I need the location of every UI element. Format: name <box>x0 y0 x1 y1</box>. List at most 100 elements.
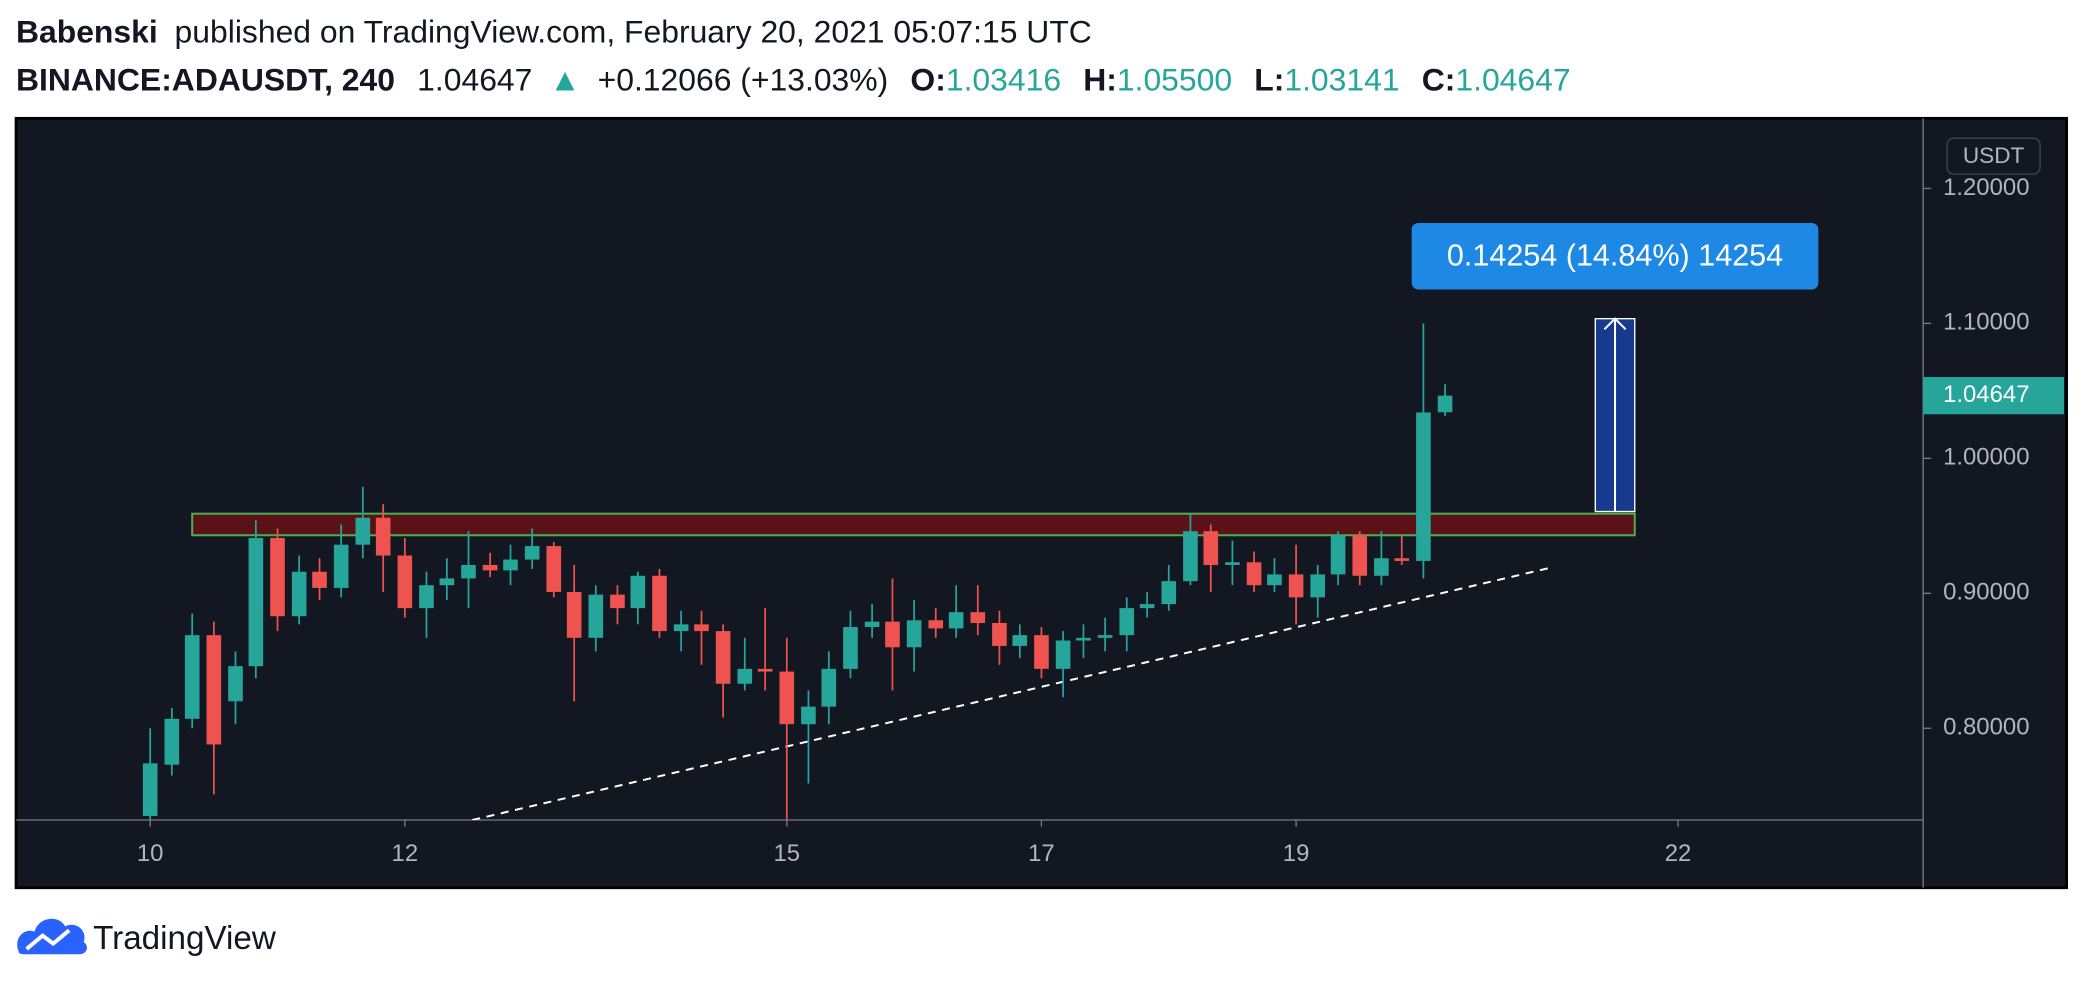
axes: 0.80000 0.90000 1.00000 1.10000 1.20000 10 12 1… <box>137 174 2030 867</box>
candle-body <box>397 555 413 609</box>
last: 1.04647 <box>417 61 532 97</box>
candle-body <box>1330 535 1346 575</box>
candle-body <box>864 621 880 628</box>
candle-body <box>482 564 498 571</box>
ohlc-value: 1.04647 <box>1455 61 1570 97</box>
candle-body <box>1055 640 1071 669</box>
author: Babenski <box>16 14 158 50</box>
published: published on TradingView.com, February 2… <box>175 14 1092 50</box>
candle-body <box>439 578 455 586</box>
ohlc-value: 1.03416 <box>946 61 1061 97</box>
candle-body <box>992 622 1007 646</box>
candle-body <box>801 706 816 725</box>
candle-body <box>1203 531 1219 565</box>
candle-body <box>566 591 582 638</box>
candle-body <box>291 571 307 617</box>
candle-body <box>757 668 773 672</box>
y-tick-label: 1.20000 <box>1943 174 2029 201</box>
candle-body <box>164 718 180 765</box>
candle-body <box>737 668 753 684</box>
candle-body <box>630 575 646 609</box>
candle-body <box>970 612 986 623</box>
currency-box <box>1946 137 2041 175</box>
candle-body <box>1183 531 1198 582</box>
candle-body <box>206 635 222 745</box>
x-tick-label: 12 <box>392 840 419 867</box>
last-price-box <box>1923 377 2065 415</box>
x-tick-label: 19 <box>1283 840 1310 867</box>
candle-body <box>312 571 327 588</box>
measure-arrow <box>1603 317 1627 512</box>
candle-body <box>1310 574 1326 598</box>
ohlc-value: 1.05500 <box>1117 61 1232 97</box>
candle-body <box>524 546 540 560</box>
candle-body <box>461 564 476 579</box>
candle-body <box>546 546 562 592</box>
y-tick-label: 0.80000 <box>1943 714 2029 741</box>
candle-body <box>843 627 858 669</box>
candle-body <box>1352 535 1368 576</box>
candle-body <box>248 537 264 667</box>
x-tick-label: 15 <box>774 840 801 867</box>
ohlc-label: C: <box>1422 61 1456 97</box>
candle-body <box>1246 562 1262 586</box>
measure-label: 0.14254 (14.84%) 14254 <box>1447 239 1783 273</box>
direction: ▲ <box>549 61 581 97</box>
candle-body <box>503 559 518 571</box>
header-line-2: BINANCE:ADAUSDT, 240 1.04647 ▲ +0.12066 … <box>16 61 1571 97</box>
trend-line <box>472 566 1551 821</box>
candle-body <box>652 575 667 632</box>
candle-body <box>184 635 200 719</box>
resistance-zone <box>191 512 1636 537</box>
candle-body <box>1416 412 1431 561</box>
y-axis-label: USDT <box>1963 143 2025 168</box>
y-tick-label: 1.00000 <box>1943 444 2029 471</box>
header-line-1: Babenski published on TradingView.com, F… <box>16 14 1092 50</box>
candle-body <box>928 620 944 629</box>
x-tick-label: 17 <box>1028 840 1055 867</box>
candle-body <box>375 517 391 556</box>
candle-body <box>1076 637 1091 641</box>
candle-body <box>1225 562 1240 565</box>
candle-body <box>1394 558 1410 561</box>
brand: TradingView <box>93 920 277 957</box>
last-price-label: 1.04647 <box>1943 381 2029 408</box>
measure-label-box <box>1411 222 1819 290</box>
ohlc-label: H: <box>1083 61 1117 97</box>
candle-body <box>610 594 625 609</box>
logo-line <box>25 928 71 951</box>
symbol: BINANCE:ADAUSDT, 240 <box>16 61 395 97</box>
candle-body <box>1119 608 1135 636</box>
candle-body <box>1097 635 1113 638</box>
candle-body <box>779 671 795 725</box>
x-tick-label: 10 <box>137 840 164 867</box>
candle-body <box>1288 574 1304 598</box>
candle-body <box>1034 635 1049 669</box>
candle-body <box>694 624 709 632</box>
ohlc-value: 1.03141 <box>1284 61 1399 97</box>
ohlc-label: O: <box>910 61 945 97</box>
candle-body <box>228 666 243 702</box>
logo <box>17 918 87 955</box>
x-tick-label: 22 <box>1665 840 1692 867</box>
candle-body <box>821 668 837 707</box>
candle-body <box>906 620 922 648</box>
candle-body <box>1139 604 1155 609</box>
candle-body <box>1374 558 1389 576</box>
change: +0.12066 (+13.03%) <box>598 61 889 97</box>
candle-body <box>885 621 900 648</box>
y-tick-label: 1.10000 <box>1943 309 2029 336</box>
candle-body <box>355 517 371 545</box>
candle-body <box>588 594 604 638</box>
candle-body <box>715 631 731 684</box>
candle-body <box>1012 635 1028 646</box>
candle-body <box>419 585 434 609</box>
candle-body <box>142 763 158 816</box>
candle-body <box>1437 395 1453 413</box>
y-tick-label: 0.90000 <box>1943 579 2029 606</box>
logo-cloud <box>17 918 87 955</box>
candle-body <box>270 537 285 617</box>
candle-body <box>948 612 964 629</box>
